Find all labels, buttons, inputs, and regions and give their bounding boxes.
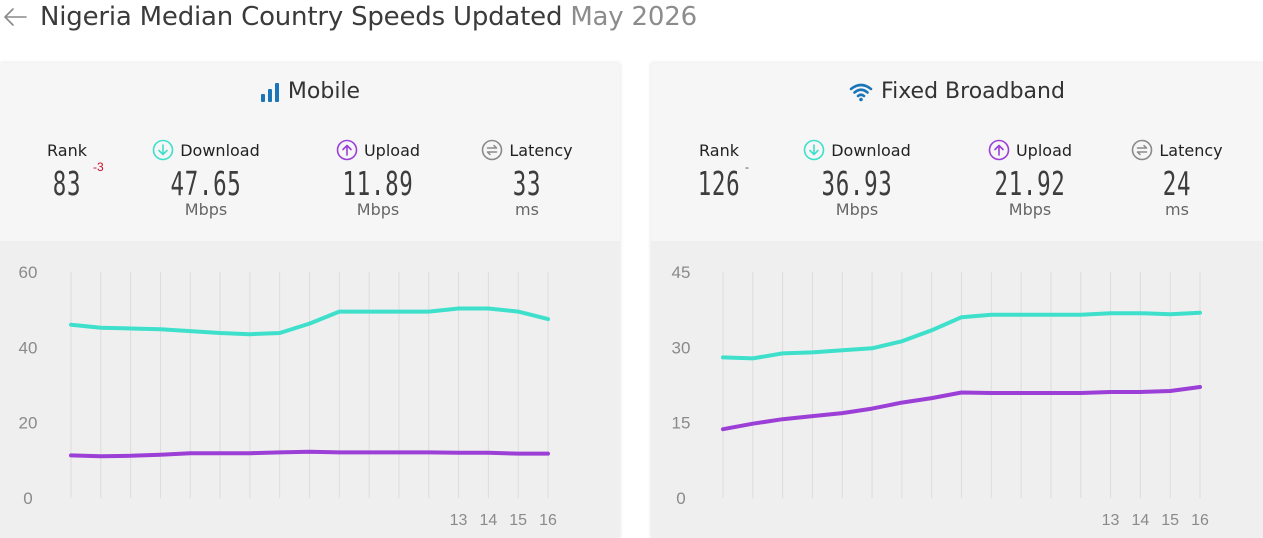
download-label: Download — [831, 140, 911, 160]
rank-label: Rank — [47, 140, 87, 160]
mobile-title: Mobile — [0, 79, 620, 104]
y-tick-label: 30 — [672, 338, 691, 357]
latency-value: 24 — [1162, 164, 1192, 203]
download-value: 36.93 — [821, 164, 893, 203]
upload-icon — [988, 139, 1010, 161]
signal-bars-icon — [260, 82, 279, 102]
fixed-upload: Upload 21.92 Mbps — [970, 138, 1090, 219]
y-tick-label: 0 — [676, 489, 685, 508]
download-series-line — [69, 306, 550, 337]
fixed-title: Fixed Broadband — [651, 79, 1263, 104]
fixed-chart[interactable]: 45 30 15 0 13 14 15 16 — [651, 241, 1263, 538]
page-header: Nigeria Median Country Speeds Updated Ma… — [0, 0, 1263, 40]
rank-label: Rank — [699, 140, 739, 160]
rank-change: -3 — [93, 160, 104, 174]
back-arrow-icon[interactable] — [2, 4, 28, 30]
title-text: Nigeria Median Country Speeds Updated — [40, 2, 563, 32]
upload-icon — [336, 139, 358, 161]
y-tick-label: 15 — [672, 414, 691, 433]
latency-label: Latency — [1159, 140, 1223, 160]
download-series-line — [721, 310, 1202, 361]
upload-series-line — [69, 449, 550, 459]
download-label: Download — [180, 140, 260, 160]
fixed-card: Fixed Broadband Rank 126 - Download 36.9… — [651, 63, 1263, 538]
fixed-title-label: Fixed Broadband — [881, 79, 1065, 104]
mobile-rank: Rank 83 — [7, 138, 127, 202]
mobile-title-label: Mobile — [287, 79, 361, 104]
latency-unit: ms — [1165, 200, 1189, 219]
title-date: May 2026 — [570, 2, 697, 32]
fixed-chart-svg: 45 30 15 0 13 14 15 16 — [672, 263, 1209, 529]
x-tick-label: 16 — [1191, 512, 1209, 529]
upload-label: Upload — [1015, 140, 1073, 160]
rank-value: 83 — [52, 164, 82, 203]
latency-icon — [1132, 139, 1153, 161]
latency-icon — [482, 139, 503, 161]
latency-value: 33 — [512, 164, 542, 203]
x-tick-label: 16 — [539, 512, 557, 529]
wifi-icon — [849, 83, 873, 101]
x-tick-label: 15 — [509, 512, 527, 529]
fixed-download: Download 36.93 Mbps — [797, 138, 917, 219]
y-tick-label: 60 — [19, 263, 38, 282]
mobile-summary: Mobile Rank 83 -3 Download 47.65 Mbps — [0, 63, 620, 241]
latency-label: Latency — [509, 140, 573, 160]
upload-unit: Mbps — [356, 200, 400, 219]
mobile-card: Mobile Rank 83 -3 Download 47.65 Mbps — [0, 63, 620, 538]
fixed-latency: Latency 24 ms — [1117, 138, 1237, 219]
page-title: Nigeria Median Country Speeds Updated Ma… — [40, 2, 697, 32]
download-unit: Mbps — [835, 200, 879, 219]
mobile-download: Download 47.65 Mbps — [146, 138, 266, 219]
y-tick-label: 0 — [23, 489, 32, 508]
upload-label: Upload — [363, 140, 421, 160]
mobile-upload: Upload 11.89 Mbps — [318, 138, 438, 219]
y-tick-label: 40 — [19, 338, 38, 357]
rank-change: - — [745, 160, 749, 174]
x-tick-label: 15 — [1161, 512, 1179, 529]
y-tick-label: 45 — [672, 263, 691, 282]
download-icon — [152, 139, 174, 161]
mobile-chart-svg: 60 40 20 0 13 14 15 16 — [19, 263, 557, 529]
latency-unit: ms — [515, 200, 539, 219]
download-unit: Mbps — [184, 200, 228, 219]
x-tick-label: 14 — [1131, 512, 1149, 529]
fixed-rank: Rank 126 — [659, 138, 779, 202]
download-icon — [803, 139, 825, 161]
x-tick-label: 13 — [1102, 512, 1120, 529]
x-tick-label: 14 — [479, 512, 497, 529]
rank-value: 126 — [697, 164, 741, 203]
upload-unit: Mbps — [1008, 200, 1052, 219]
upload-series-line — [721, 385, 1202, 432]
y-tick-label: 20 — [19, 414, 38, 433]
download-value: 47.65 — [170, 164, 242, 203]
x-tick-label: 13 — [450, 512, 468, 529]
mobile-chart[interactable]: 60 40 20 0 13 14 15 16 — [0, 241, 620, 538]
fixed-summary: Fixed Broadband Rank 126 - Download 36.9… — [651, 63, 1263, 241]
mobile-latency: Latency 33 ms — [467, 138, 587, 219]
upload-value: 21.92 — [994, 164, 1066, 203]
upload-value: 11.89 — [342, 164, 414, 203]
